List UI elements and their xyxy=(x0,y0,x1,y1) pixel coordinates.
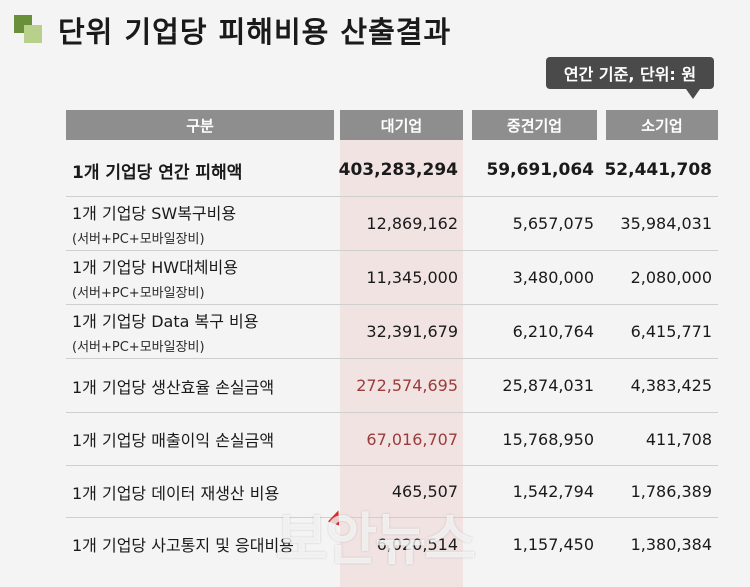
row-label: 1개 기업당 생산효율 손실금액 xyxy=(72,377,275,397)
row-sublabel: (서버+PC+모바일장비) xyxy=(72,286,205,301)
title-row: 단위 기업당 피해비용 산출결과 xyxy=(14,8,451,52)
watermark-logo: 보안뉴스 xyxy=(276,508,476,573)
value-mid: 6,210,764 xyxy=(512,322,594,341)
row-label: 1개 기업당 사고통지 및 응대비용 xyxy=(72,536,294,555)
value-small: 52,441,708 xyxy=(604,160,712,180)
value-small: 35,984,031 xyxy=(620,214,712,233)
value-small: 4,383,425 xyxy=(630,376,712,395)
table-row: 1개 기업당 매출이익 손실금액 67,016,707 15,768,950 4… xyxy=(66,413,718,466)
value-mid: 25,874,031 xyxy=(502,376,594,395)
row-sublabel: (서버+PC+모바일장비) xyxy=(72,340,205,355)
page-title: 단위 기업당 피해비용 산출결과 xyxy=(58,15,452,49)
value-small: 1,380,384 xyxy=(630,534,712,554)
green-squares-icon xyxy=(14,15,44,45)
table-row: 1개 기업당 데이터 재생산 비용 465,507 1,542,794 1,78… xyxy=(66,466,718,518)
value-large: 6,020,514 xyxy=(376,534,458,554)
header-category: 구분 xyxy=(66,110,334,140)
value-small: 411,708 xyxy=(645,429,712,449)
header-small-enterprise: 소기업 xyxy=(606,110,718,140)
highlight-column xyxy=(340,140,463,587)
value-small: 1,786,389 xyxy=(630,482,712,501)
row-label: 1개 기업당 연간 피해액 xyxy=(72,162,243,183)
row-label: 1개 기업당 데이터 재생산 비용 xyxy=(72,483,280,503)
value-mid: 5,657,075 xyxy=(512,214,594,233)
value-large: 272,574,695 xyxy=(356,376,458,395)
table-row: 1개 기업당 Data 복구 비용 (서버+PC+모바일장비) 32,391,6… xyxy=(66,305,718,359)
row-label: 1개 기업당 HW대체비용 xyxy=(72,258,238,277)
value-mid: 1,157,450 xyxy=(512,534,594,554)
row-label: 1개 기업당 매출이익 손실금액 xyxy=(72,431,275,450)
value-large: 465,507 xyxy=(391,482,458,501)
header-large-enterprise: 대기업 xyxy=(340,110,463,140)
header-mid-enterprise: 중견기업 xyxy=(472,110,597,140)
row-sublabel: (서버+PC+모바일장비) xyxy=(72,232,205,247)
value-mid: 3,480,000 xyxy=(512,268,594,287)
table-row: 1개 기업당 사고통지 및 응대비용 6,020,514 1,157,450 1… xyxy=(66,518,718,570)
value-mid: 1,542,794 xyxy=(512,482,594,501)
value-large: 403,283,294 xyxy=(338,160,458,180)
row-label: 1개 기업당 Data 복구 비용 xyxy=(72,312,259,331)
table-row: 1개 기업당 HW대체비용 (서버+PC+모바일장비) 11,345,000 3… xyxy=(66,251,718,305)
row-label: 1개 기업당 SW복구비용 xyxy=(72,204,237,223)
unit-badge: 연간 기준, 단위: 원 xyxy=(546,57,714,99)
value-mid: 15,768,950 xyxy=(502,429,594,449)
table-row: 1개 기업당 생산효율 손실금액 272,574,695 25,874,031 … xyxy=(66,359,718,413)
value-small: 6,415,771 xyxy=(630,322,712,341)
value-small: 2,080,000 xyxy=(630,268,712,287)
value-mid: 59,691,064 xyxy=(486,160,594,180)
value-large: 11,345,000 xyxy=(366,268,458,287)
value-large: 67,016,707 xyxy=(366,429,458,449)
value-large: 32,391,679 xyxy=(366,322,458,341)
table-row: 1개 기업당 연간 피해액 403,283,294 59,691,064 52,… xyxy=(66,144,718,197)
value-large: 12,869,162 xyxy=(366,214,458,233)
table-row: 1개 기업당 SW복구비용 (서버+PC+모바일장비) 12,869,162 5… xyxy=(66,197,718,251)
